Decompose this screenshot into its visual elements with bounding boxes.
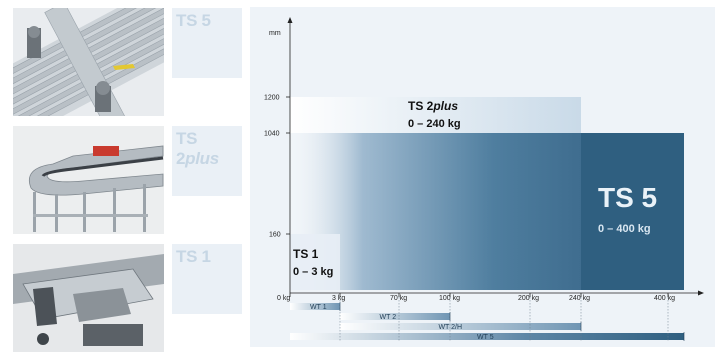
system-ts2plus-range: 0 – 240 kg <box>408 118 461 130</box>
label-ts5-text: TS 5 <box>176 11 211 30</box>
wt-bar-3 <box>340 323 581 330</box>
photo-ts2plus <box>13 126 164 234</box>
wt-bar-label-2: WT 2 <box>380 314 397 321</box>
wt-bar-label-4: WT 5 <box>477 334 494 341</box>
x-tick-70: 70 kg <box>390 295 407 302</box>
label-ts2plus-text: TS 2plus <box>176 129 219 168</box>
x-tick-400: 400 kg <box>654 295 675 302</box>
wt-bar-label-3: WT 2/H <box>438 324 462 331</box>
y-unit-label: mm <box>269 30 281 37</box>
photo-ts1 <box>13 244 164 352</box>
system-ts5-range: 0 – 400 kg <box>598 223 651 235</box>
x-tick-240: 240 kg <box>569 295 590 302</box>
workpiece-pallet-bars: WT 1 WT 2 WT 2/H WT 5 <box>290 297 685 341</box>
photo-ts5 <box>13 8 164 116</box>
label-ts5: TS 5 <box>172 8 242 78</box>
y-tick-160: 160 <box>269 232 281 239</box>
wt-bar-4 <box>290 333 684 340</box>
y-tick-1040: 1040 <box>264 131 280 138</box>
system-ts1-range: 0 – 3 kg <box>293 266 333 278</box>
load-width-diagram: mm 1200 1040 160 0 kg 3 kg 70 kg 100 kg … <box>250 7 715 347</box>
wt-bar-2 <box>340 313 450 320</box>
label-ts1: TS 1 <box>172 244 242 314</box>
x-tick-200: 200 kg <box>518 295 539 302</box>
label-ts2plus: TS 2plus <box>172 126 242 196</box>
system-ts1-name: TS 1 <box>293 247 319 261</box>
region-ts2plus <box>290 97 581 133</box>
y-tick-1200: 1200 <box>264 95 280 102</box>
x-tick-3: 3 kg <box>332 295 345 302</box>
label-ts1-text: TS 1 <box>176 247 211 266</box>
system-ts5-name: TS 5 <box>598 182 657 213</box>
region-ts5-right <box>581 133 684 290</box>
wt-bar-1 <box>290 303 340 310</box>
system-ts2plus-name: TS 2plus <box>408 99 458 113</box>
x-tick-100: 100 kg <box>439 295 460 302</box>
region-ts1 <box>290 234 340 290</box>
x-axis-arrow <box>698 290 704 296</box>
y-axis-arrow <box>287 17 293 23</box>
diagram-svg: mm 1200 1040 160 0 kg 3 kg 70 kg 100 kg … <box>264 17 704 341</box>
wt-bar-label-1: WT 1 <box>310 304 327 311</box>
x-tick-0: 0 kg <box>277 295 290 302</box>
